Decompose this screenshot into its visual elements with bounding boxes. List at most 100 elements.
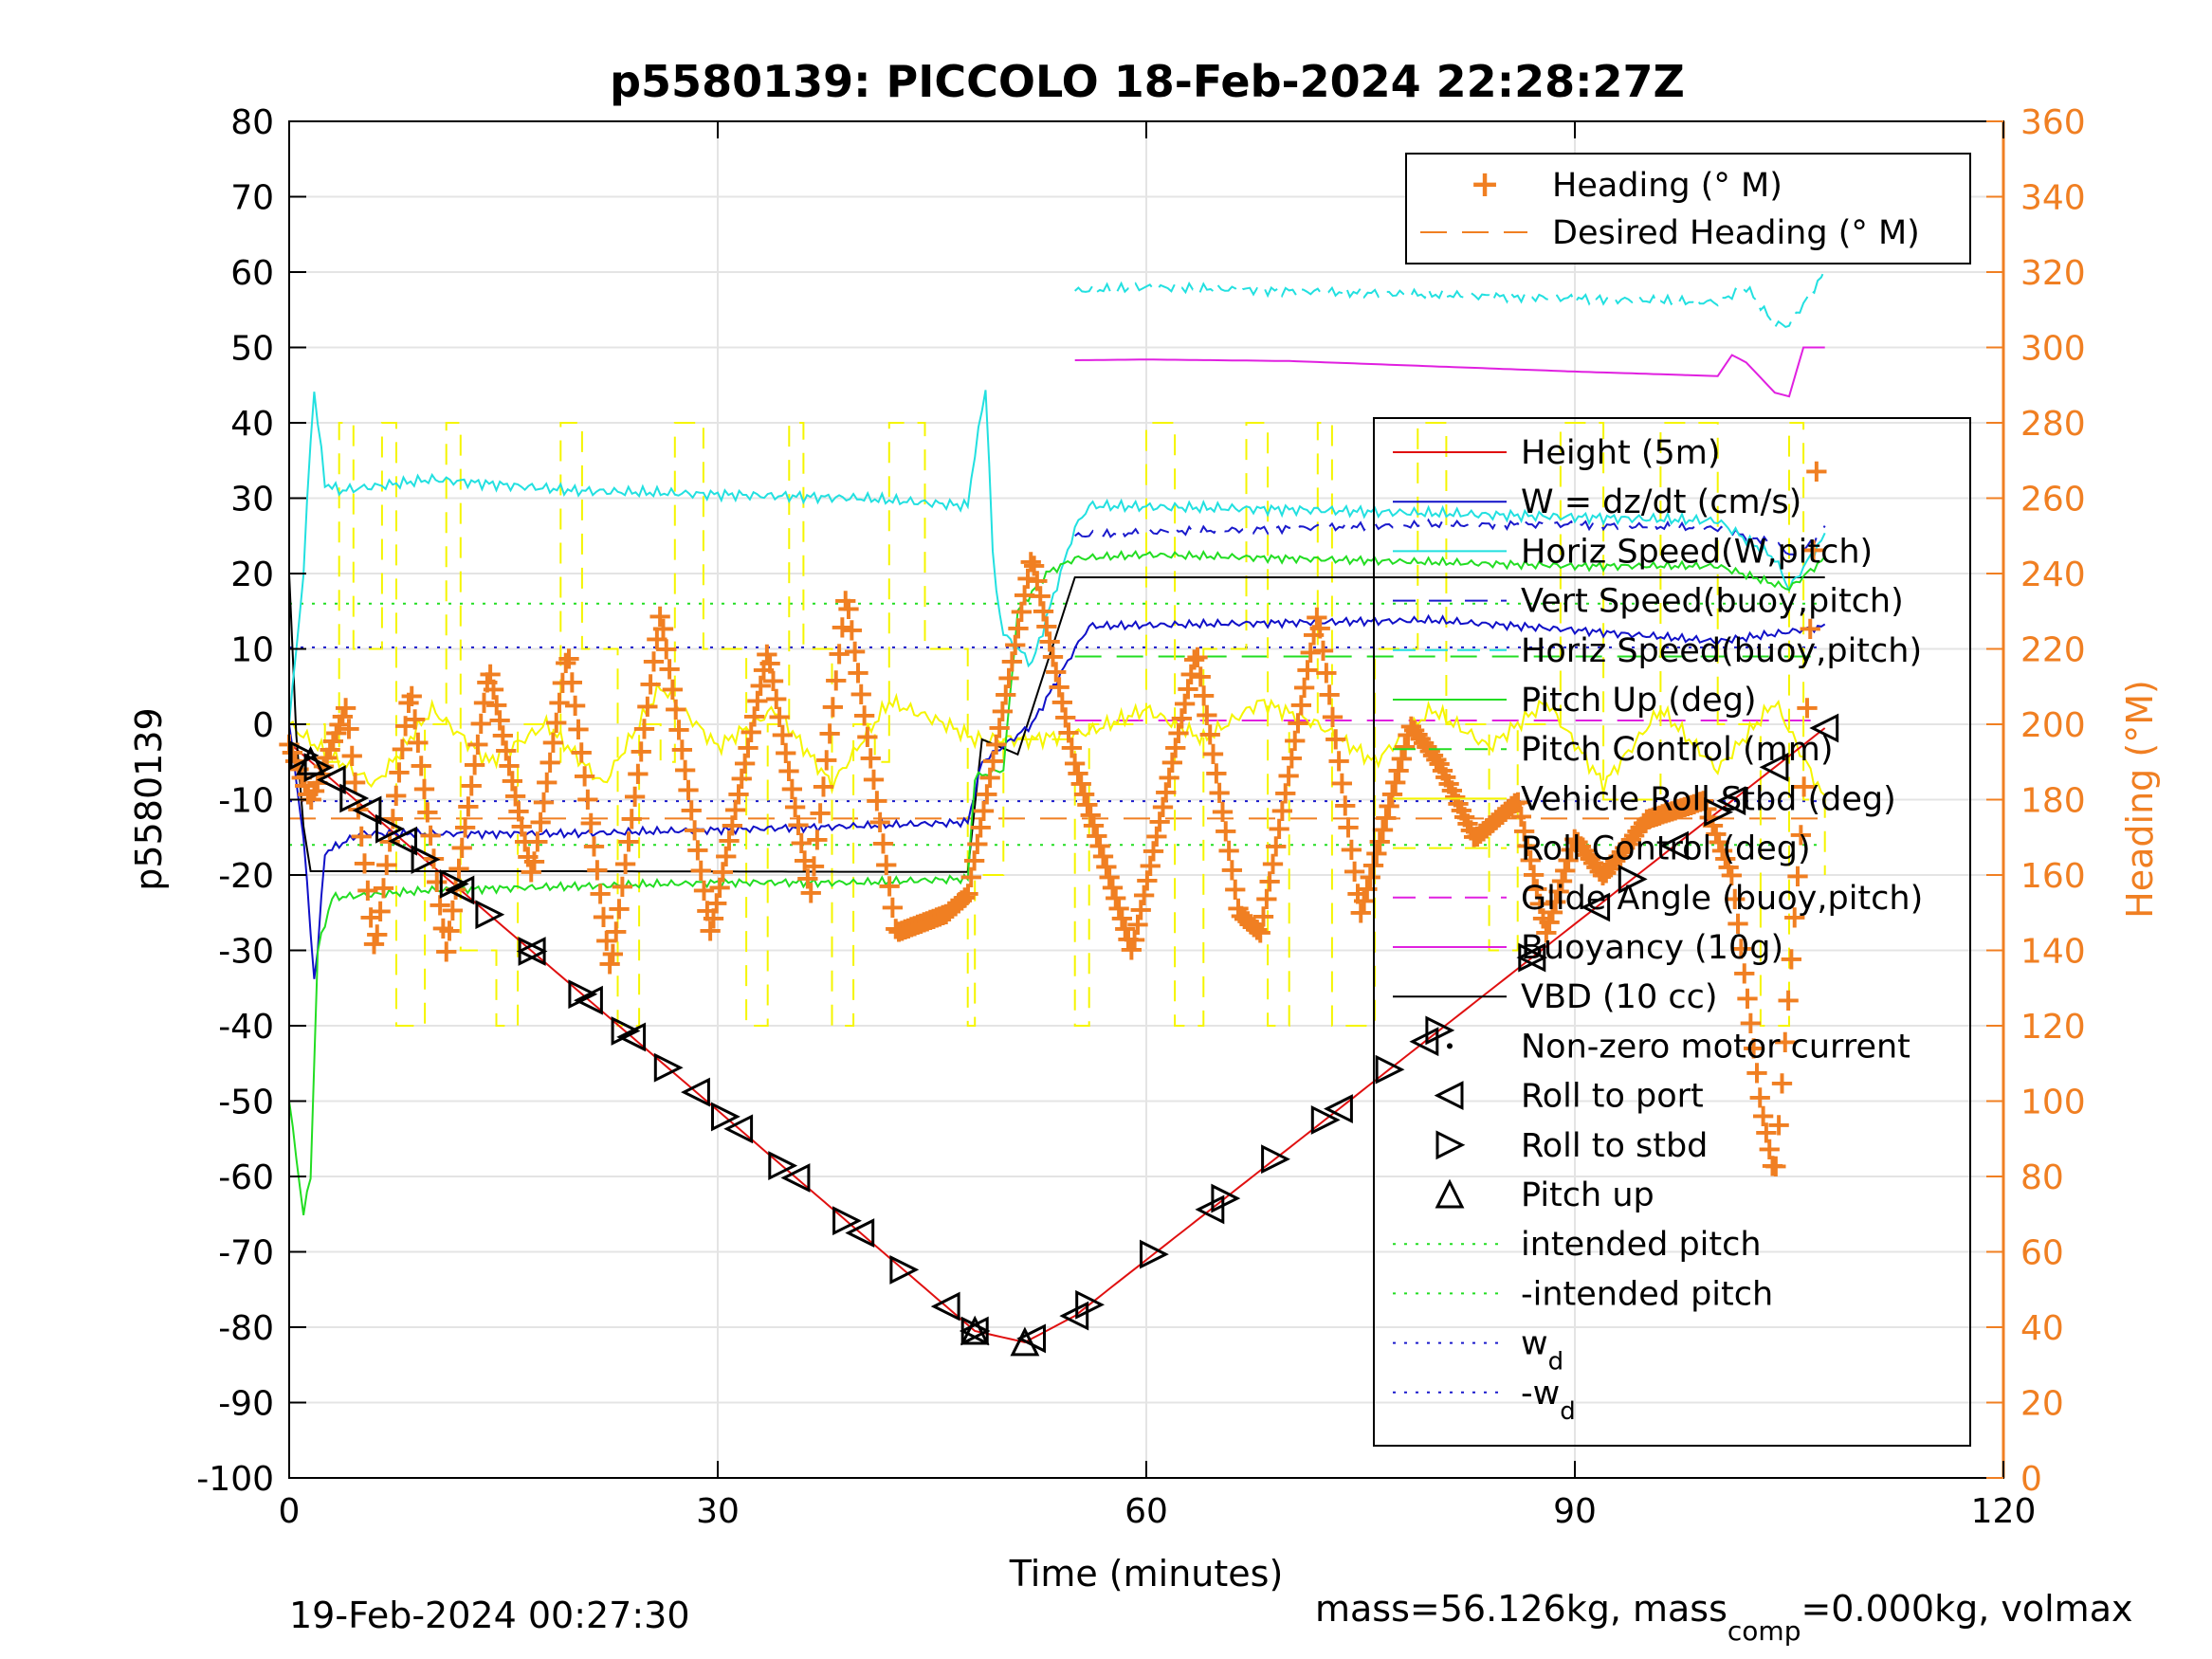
- heading-marker: +: [735, 728, 762, 766]
- heading-marker: +: [492, 731, 520, 769]
- heading-marker: +: [879, 888, 906, 926]
- heading-marker: +: [791, 842, 818, 880]
- legend-label: Pitch Control (mm): [1521, 731, 1833, 769]
- series-line: [288, 573, 1825, 873]
- legend-label: Vert Speed(buoy,pitch): [1521, 583, 1904, 621]
- heading-marker: +: [411, 770, 438, 808]
- heading-marker: +: [351, 844, 378, 882]
- heading-marker: +: [1564, 823, 1592, 861]
- heading-marker: +: [860, 760, 887, 798]
- heading-marker: +: [1668, 789, 1695, 827]
- heading-marker: +: [1577, 840, 1604, 878]
- heading-marker: +: [546, 684, 574, 721]
- heading-marker: +: [1137, 847, 1164, 884]
- heading-marker: +: [1335, 809, 1362, 847]
- heading-marker: +: [690, 871, 718, 909]
- heading-marker: +: [1653, 794, 1680, 832]
- x-tick-label: 120: [1971, 1492, 2037, 1531]
- series-line: [1074, 346, 1825, 398]
- heading-marker: +: [876, 867, 904, 905]
- heading-marker: +: [678, 791, 705, 829]
- heading-marker: +: [634, 687, 662, 725]
- heading-marker: +: [666, 710, 693, 748]
- heading-marker: +: [1297, 633, 1325, 671]
- heading-marker: +: [1271, 775, 1299, 812]
- legend-heading-label: Heading (° M): [1552, 167, 1782, 205]
- heading-marker: +: [926, 897, 954, 935]
- roll-to-port-marker: [1759, 752, 1789, 782]
- legend-label: Non-zero motor current: [1521, 1028, 1910, 1066]
- heading-marker: +: [322, 714, 350, 752]
- heading-marker: +: [1046, 668, 1073, 706]
- heading-marker: +: [505, 792, 533, 830]
- legend-label: -wd: [1521, 1375, 1576, 1426]
- heading-marker: +: [1065, 755, 1092, 793]
- heading-marker: +: [656, 650, 684, 688]
- legend-label-text: Pitch Control (mm): [1521, 731, 1833, 769]
- heading-marker: +: [1087, 827, 1114, 865]
- heading-marker: +: [521, 843, 548, 881]
- heading-marker: +: [681, 811, 708, 849]
- heading-marker: +: [1508, 797, 1535, 835]
- heading-marker: +: [1043, 653, 1070, 691]
- y-right-tick-label: 180: [2020, 782, 2086, 821]
- footer-mass-rest: =0.000kg, volmax: [1801, 1588, 2132, 1630]
- heading-marker: +: [797, 873, 825, 911]
- legend-swatch: [1435, 1178, 1465, 1209]
- heading-marker: +: [455, 787, 483, 825]
- heading-marker: +: [1524, 870, 1551, 908]
- legend-label: VBD (10 cc): [1521, 978, 1718, 1016]
- roll-to-stbd-marker: [653, 1052, 684, 1083]
- heading-marker: +: [832, 582, 859, 620]
- heading-marker: +: [1639, 798, 1667, 836]
- heading-marker: +: [552, 644, 579, 682]
- heading-marker: +: [392, 706, 419, 744]
- heading-marker: +: [1734, 979, 1762, 1017]
- heading-marker: +: [1108, 900, 1136, 938]
- heading-marker: +: [1159, 743, 1186, 781]
- legend-label-text: Height (5m): [1521, 434, 1721, 472]
- heading-marker: +: [329, 697, 356, 735]
- heading-marker: +: [810, 767, 837, 805]
- heading-marker: +: [1156, 758, 1183, 796]
- heading-marker: +: [1307, 610, 1334, 647]
- heading-marker: +: [704, 884, 731, 921]
- heading-marker: +: [740, 698, 768, 736]
- heading-marker: +: [357, 898, 385, 936]
- y-right-tick-label: 360: [2020, 103, 2086, 142]
- heading-marker: +: [1586, 852, 1614, 890]
- heading-marker: +: [1363, 834, 1391, 872]
- roll-to-stbd-marker: [1211, 1183, 1241, 1213]
- roll-to-port-marker: [1809, 713, 1839, 743]
- heading-marker: +: [590, 898, 617, 936]
- heading-marker: +: [549, 664, 576, 702]
- heading-marker: +: [1115, 921, 1143, 958]
- heading-marker: +: [1441, 777, 1469, 815]
- legend-label-text: w: [1521, 1325, 1548, 1363]
- heading-marker: +: [1473, 809, 1501, 847]
- heading-marker: +: [1077, 795, 1105, 833]
- y-right-tick-label: 240: [2020, 556, 2086, 594]
- roll-to-stbd-marker: [1518, 942, 1548, 973]
- heading-marker: +: [474, 663, 502, 701]
- roll-to-port-marker: [681, 1077, 710, 1107]
- heading-marker: +: [1611, 829, 1638, 866]
- y-right-tick-label: 60: [2020, 1234, 2064, 1273]
- heading-marker: +: [1328, 764, 1356, 802]
- heading-marker: +: [1347, 894, 1375, 932]
- heading-marker: +: [838, 611, 866, 649]
- heading-marker: +: [974, 775, 1001, 812]
- legend-label-text: Roll to port: [1521, 1078, 1704, 1116]
- heading-marker: +: [671, 751, 699, 789]
- roll-to-stbd-marker: [339, 783, 370, 813]
- heading-marker: +: [1055, 714, 1083, 752]
- roll-series: [288, 422, 1826, 1027]
- heading-marker: +: [542, 703, 570, 741]
- y-right-tick-label: 100: [2020, 1084, 2086, 1122]
- heading-marker: +: [1470, 811, 1497, 849]
- y-right-tick-label: 120: [2020, 1008, 2086, 1047]
- heading-marker: +: [685, 831, 712, 869]
- heading-marker: +: [1256, 863, 1284, 901]
- heading-marker: +: [524, 823, 552, 861]
- heading-marker: +: [1517, 841, 1545, 879]
